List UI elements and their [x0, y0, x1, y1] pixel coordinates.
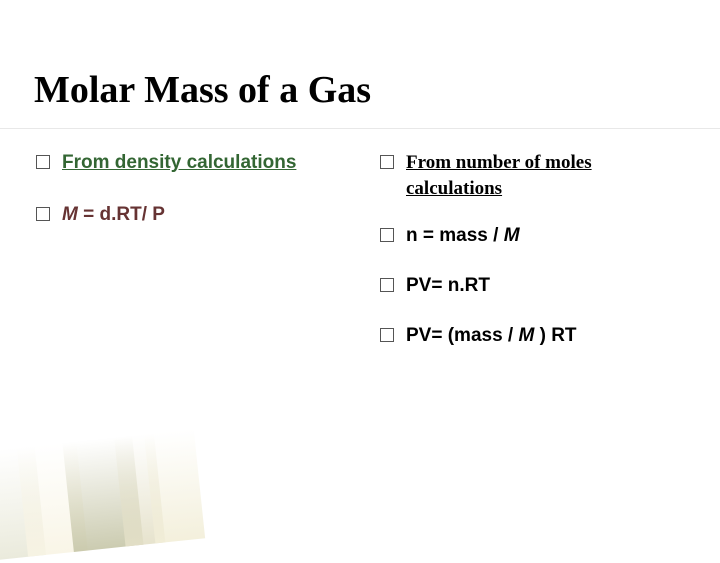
- checkbox-icon: [36, 207, 50, 221]
- checkbox-icon: [380, 278, 394, 292]
- accent-bar: [0, 446, 46, 563]
- bullet-text: PV= n.RT: [406, 273, 490, 299]
- bullet-text: M = d.RT/ P: [62, 202, 165, 228]
- page-title: Molar Mass of a Gas: [34, 68, 371, 112]
- bullet-item: PV= (mass / M ) RT: [380, 323, 700, 349]
- bullet-item: PV= n.RT: [380, 273, 700, 299]
- accent-bar: [144, 429, 205, 544]
- bullet-item: From number of molescalculations: [380, 150, 700, 201]
- accent-bar: [114, 433, 165, 547]
- bullet-text: PV= (mass / M ) RT: [406, 323, 577, 349]
- accent-bar: [17, 441, 88, 557]
- bullet-item: From density calculations: [36, 150, 356, 176]
- checkbox-icon: [380, 328, 394, 342]
- accent-bar: [62, 435, 143, 552]
- bullet-text: n = mass / M: [406, 223, 520, 249]
- right-column: From number of molescalculations n = mass…: [380, 150, 700, 376]
- bullet-item: M = d.RT/ P: [36, 202, 356, 228]
- checkbox-icon: [36, 155, 50, 169]
- checkbox-icon: [380, 228, 394, 242]
- bullet-text: From number of molescalculations: [406, 150, 592, 201]
- divider-line: [0, 128, 720, 129]
- left-column: From density calculations M = d.RT/ P: [36, 150, 356, 255]
- accent-decoration: [0, 427, 225, 563]
- bullet-text: From density calculations: [62, 150, 296, 176]
- checkbox-icon: [380, 155, 394, 169]
- bullet-item: n = mass / M: [380, 223, 700, 249]
